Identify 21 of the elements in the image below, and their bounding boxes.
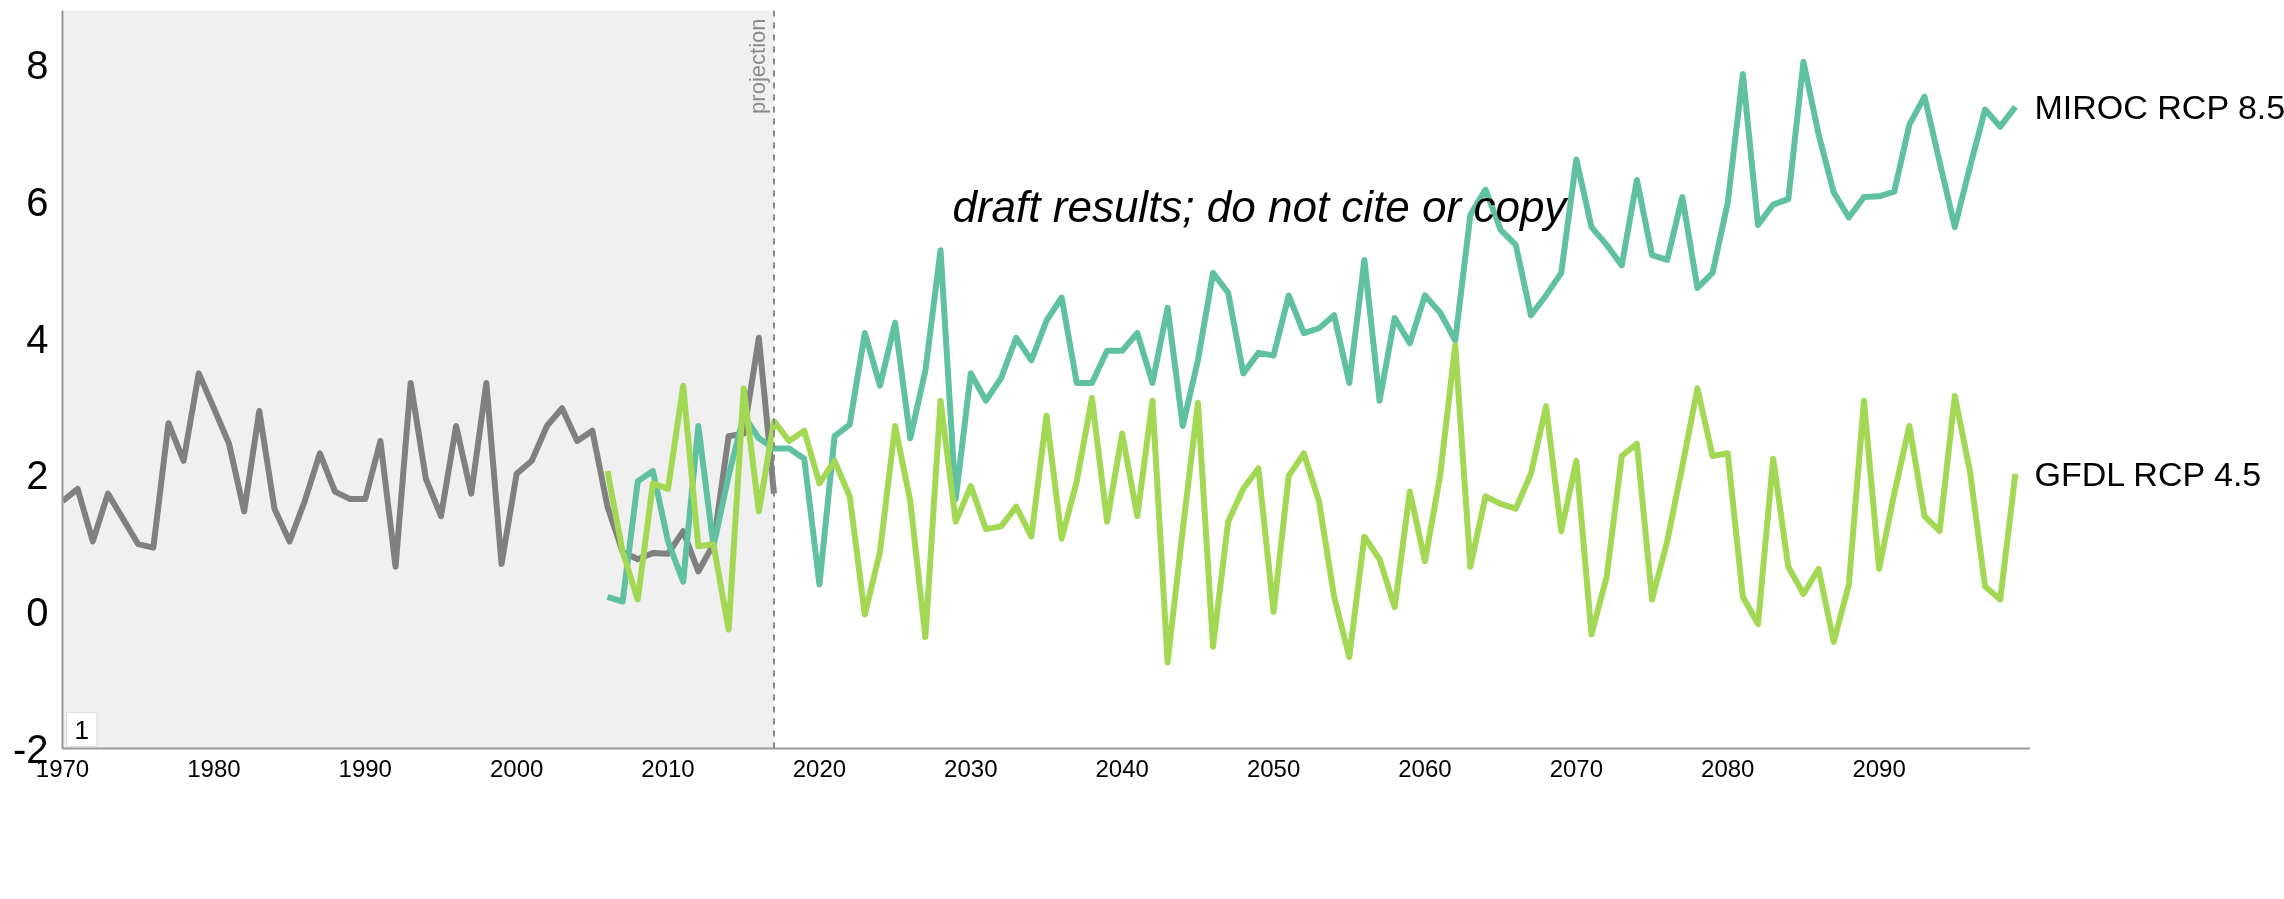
series-label: MIROC RCP 8.5 (2034, 87, 2284, 126)
x-tick-label: 2070 (1549, 754, 1604, 782)
x-tick-label: 2090 (1852, 754, 1906, 782)
x-tick-label: 2000 (489, 754, 544, 782)
annotation: 1 (74, 714, 89, 745)
x-tick-label: 2080 (1701, 754, 1755, 782)
y-tick-label: 8 (26, 43, 49, 88)
x-tick-label: 2040 (1095, 754, 1149, 782)
x-tick-label: 2010 (641, 754, 695, 782)
y-tick-label: 0 (26, 589, 49, 634)
x-tick-label: 2060 (1398, 754, 1452, 782)
x-tick-label: 2050 (1246, 754, 1301, 782)
x-tick-label: 2030 (944, 754, 998, 782)
series-label: GFDL RCP 4.5 (2034, 454, 2262, 493)
x-tick-label: 1990 (338, 754, 392, 782)
x-tick-label: 2020 (792, 754, 847, 782)
y-tick-label: 2 (26, 453, 49, 498)
ref-line-label: projection (745, 18, 771, 114)
y-tick-label: 4 (26, 316, 49, 361)
x-tick-label: 1980 (187, 754, 241, 782)
y-tick-label: 6 (26, 179, 49, 224)
